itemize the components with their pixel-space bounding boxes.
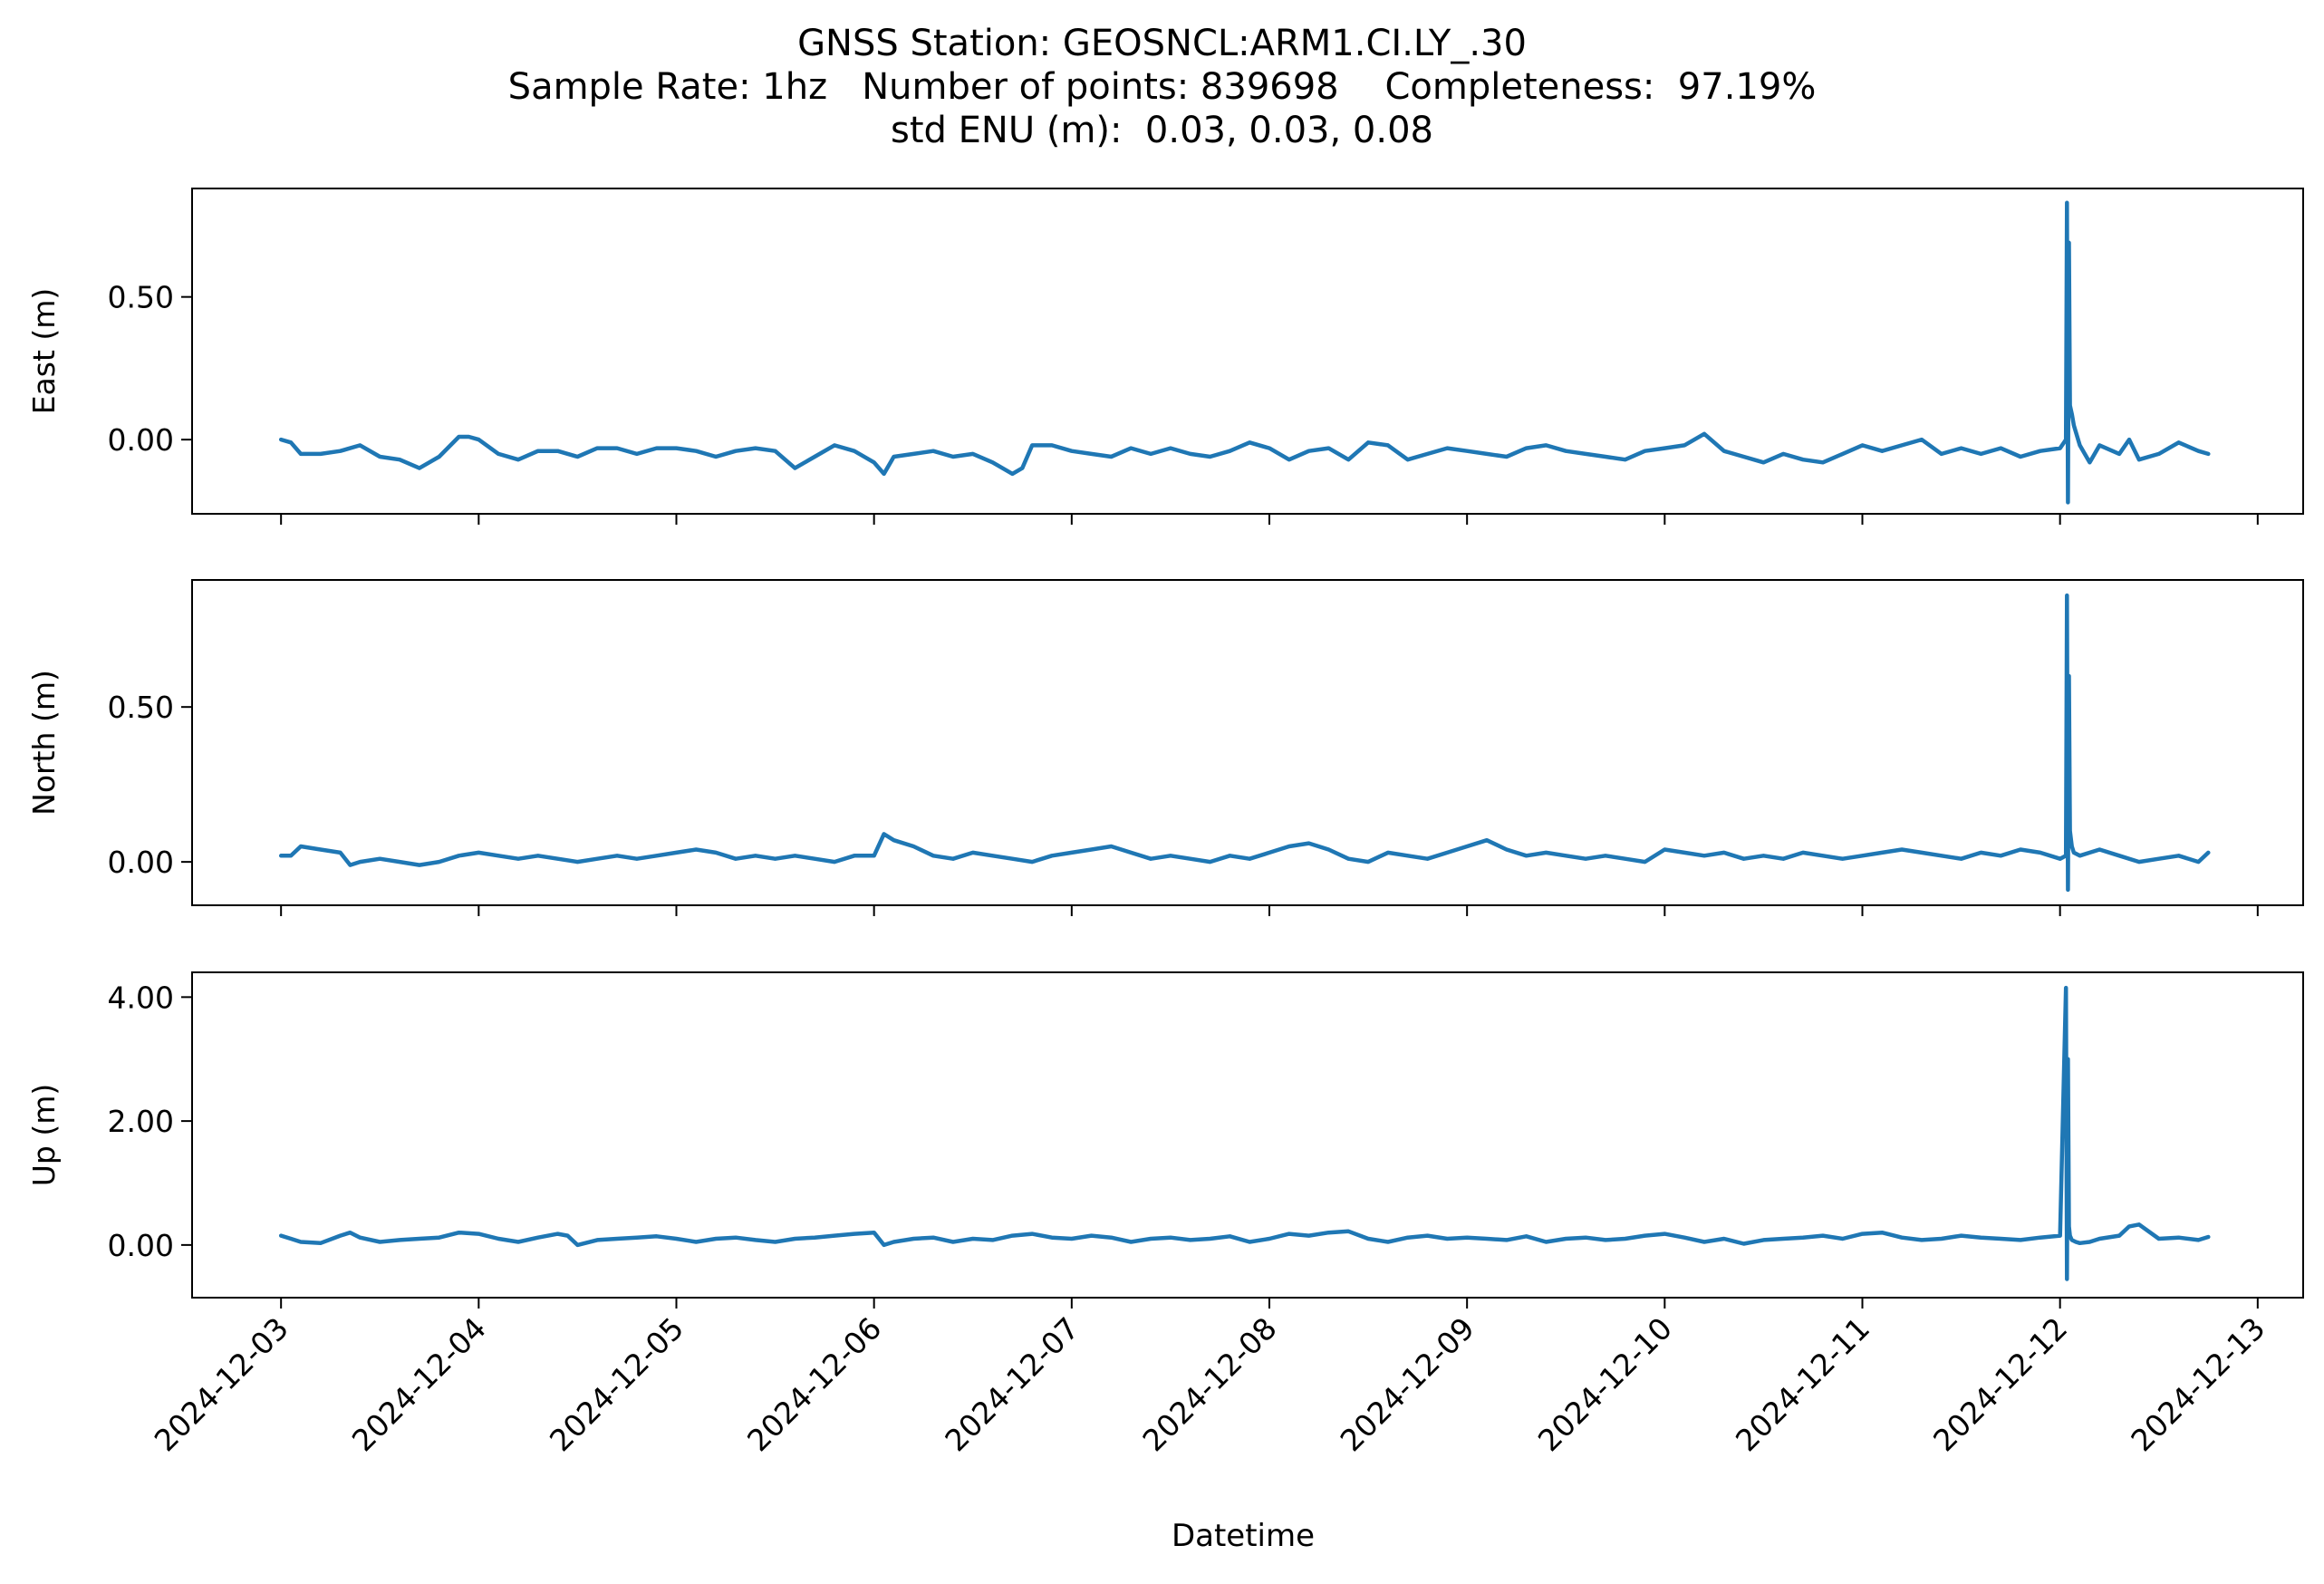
y-tick-label: 4.00 [108,980,174,1015]
series-line-panel-1 [278,200,2211,505]
x-tick-label: 2024-12-09 [1334,1310,1481,1458]
y-axis-label: East (m) [26,288,62,415]
axes-frame-panel-2 [191,579,2304,906]
y-tick-label: 0.00 [108,1228,174,1263]
series-line-panel-2 [278,593,2211,893]
x-tick-label: 2024-12-06 [740,1310,888,1458]
title-station: GNSS Station: GEOSNCL:ARM1.CI.LY_.30 [797,23,1527,64]
axes-frame-panel-3 [191,971,2304,1299]
x-tick-label: 2024-12-10 [1531,1310,1679,1458]
x-tick-label: 2024-12-12 [1926,1310,2074,1458]
x-tick-label: 2024-12-04 [345,1310,493,1458]
y-tick-label: 0.00 [108,845,174,880]
x-tick-label: 2024-12-05 [543,1310,690,1458]
y-tick-label: 0.50 [108,280,174,315]
axes-frame-panel-1 [191,188,2304,515]
x-tick-label: 2024-12-08 [1135,1310,1283,1458]
y-tick-label: 0.50 [108,690,174,725]
series-line-panel-3 [278,985,2211,1281]
y-axis-label: Up (m) [26,1084,62,1187]
chart-title: GNSS Station: GEOSNCL:ARM1.CI.LY_.30 Sam… [0,22,2324,152]
y-tick-label: 2.00 [108,1104,174,1139]
x-tick-label: 2024-12-03 [148,1310,295,1458]
x-tick-label: 2024-12-13 [2124,1310,2271,1458]
y-axis-label: North (m) [26,670,62,816]
title-sample-info: Sample Rate: 1hz Number of points: 83969… [507,66,1817,108]
y-tick-label: 0.00 [108,422,174,458]
title-std-enu: std ENU (m): 0.03, 0.03, 0.08 [891,110,1433,151]
x-tick-label: 2024-12-07 [938,1310,1085,1458]
x-tick-label: 2024-12-11 [1729,1310,1876,1458]
x-axis-label: Datetime [1172,1518,1315,1554]
